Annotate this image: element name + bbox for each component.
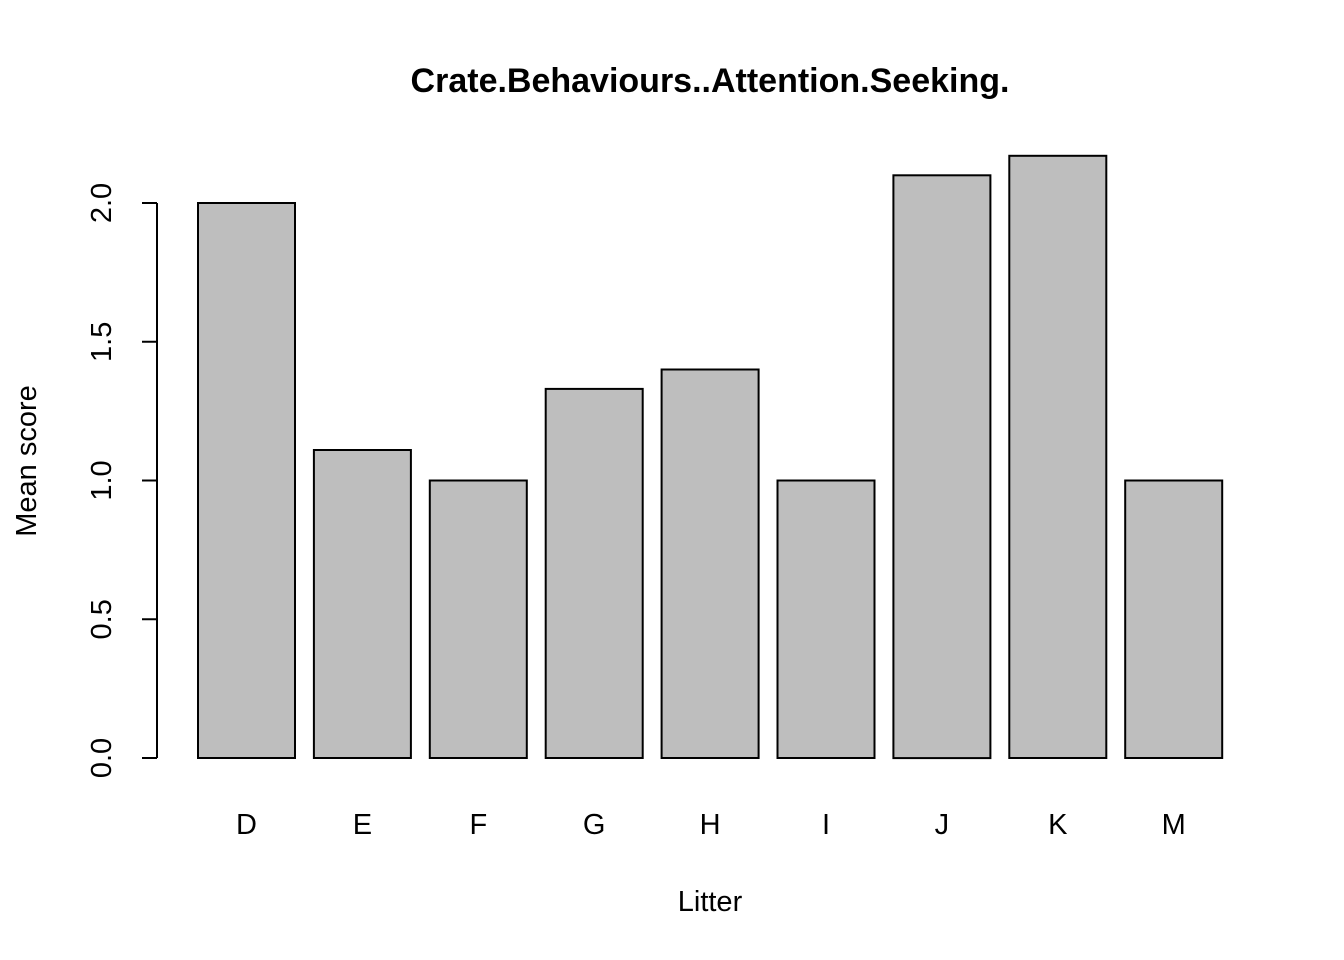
x-tick-label-k: K: [1048, 809, 1068, 841]
y-tick-label: 0.5: [86, 599, 118, 639]
x-tick-label-m: M: [1162, 809, 1186, 841]
bar-m: [1124, 479, 1224, 759]
y-tick-label: 0.0: [86, 738, 118, 778]
bar-h: [660, 368, 760, 759]
bar-j: [892, 174, 992, 760]
bar-g: [544, 387, 644, 759]
bar-d: [197, 202, 296, 759]
x-tick-label-e: E: [353, 809, 372, 841]
x-tick-label-h: H: [700, 809, 721, 841]
y-tick-label: 2.0: [86, 183, 118, 223]
bar-e: [312, 449, 412, 759]
x-tick-label-d: D: [236, 809, 257, 841]
y-tick-label: 1.0: [86, 460, 118, 500]
x-tick-label-g: G: [583, 809, 606, 841]
y-axis-label: Mean score: [11, 385, 43, 537]
bar-i: [776, 479, 876, 759]
x-tick-label-j: J: [935, 809, 950, 841]
x-axis-label: Litter: [678, 886, 743, 918]
bar-f: [428, 479, 528, 759]
y-tick-label: 1.5: [86, 322, 118, 362]
y-axis: 0.0 0.5 1.0 1.5 2.0: [86, 183, 158, 778]
bars-group: [197, 154, 1224, 760]
bar-k: [1008, 154, 1108, 760]
x-tick-label-f: F: [469, 809, 487, 841]
chart-title: Crate.Behaviours..Attention.Seeking.: [411, 62, 1010, 100]
x-tick-label-i: I: [822, 809, 830, 841]
